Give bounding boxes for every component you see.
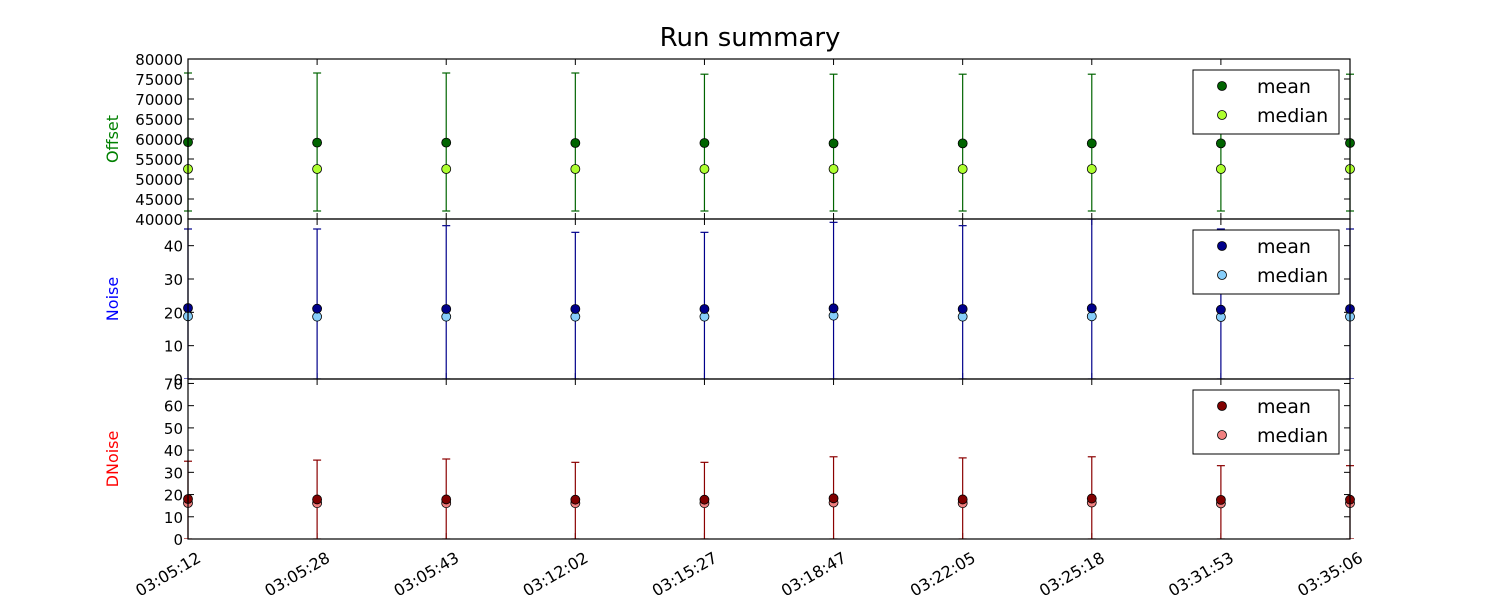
- y-tick-label: 0: [173, 531, 183, 549]
- point-mean: [699, 138, 710, 148]
- y-tick-label: 60000: [135, 131, 183, 149]
- x-tick-label: 03:35:06: [1294, 548, 1366, 600]
- y-tick-label: 70000: [135, 91, 183, 109]
- plot-frame: [187, 218, 1351, 380]
- point-mean: [1086, 138, 1097, 149]
- legend-marker-mean: [1217, 401, 1227, 411]
- x-tick-label: 03:31:53: [1165, 548, 1237, 600]
- point-mean: [570, 304, 581, 314]
- y-tick-label: 30: [164, 271, 183, 289]
- y-tick-label: 20: [164, 304, 183, 322]
- y-tick-label: 50: [164, 420, 183, 438]
- legend-box: [1192, 389, 1340, 455]
- legend-marker-mean: [1217, 81, 1227, 91]
- point-mean: [312, 137, 323, 148]
- x-tick-label: 03:22:05: [907, 548, 979, 600]
- panel-offset: 40000 45000 50000 55000 60000 65000 70000 75000…: [103, 51, 1355, 229]
- point-median: [828, 164, 839, 174]
- point-median: [1215, 164, 1226, 174]
- legend-box: [1192, 229, 1340, 295]
- y-tick-label: 30: [164, 464, 183, 482]
- legend: mean median: [1192, 229, 1340, 295]
- x-tick-label: 03:05:12: [132, 548, 204, 600]
- plot-frame: [187, 58, 1351, 220]
- point-median: [699, 164, 710, 174]
- x-tick-label: 03:05:28: [261, 548, 333, 600]
- point-mean: [828, 138, 839, 149]
- point-mean: [570, 138, 581, 148]
- point-mean: [699, 494, 710, 505]
- y-tick-label: 10: [164, 338, 183, 356]
- y-axis-label: Noise: [103, 277, 122, 321]
- y-tick-label: 45000: [135, 191, 183, 209]
- x-tick-label: 03:25:18: [1036, 548, 1108, 600]
- y-tick-label: 60: [164, 398, 183, 416]
- point-mean: [1086, 303, 1097, 314]
- point-median: [441, 164, 452, 174]
- point-median: [957, 164, 968, 174]
- y-tick-label: 55000: [135, 151, 183, 169]
- legend-marker-mean: [1217, 241, 1227, 251]
- point-mean: [957, 494, 968, 505]
- legend-label-mean: mean: [1257, 76, 1311, 98]
- point-mean: [1215, 304, 1226, 315]
- legend-box: [1192, 69, 1340, 135]
- y-tick-label: 40: [164, 442, 183, 460]
- point-median: [312, 164, 323, 174]
- point-mean: [570, 494, 581, 505]
- y-tick-label: 10: [164, 509, 183, 527]
- point-mean: [441, 304, 452, 314]
- y-tick-label: 40: [164, 238, 183, 256]
- point-mean: [699, 304, 710, 314]
- legend: mean median: [1192, 389, 1340, 455]
- point-mean: [312, 303, 323, 314]
- panel-dnoise: 0 10 20 30 40 50 60 70 DNoise mean median: [103, 375, 1355, 549]
- x-tick-label: 03:18:47: [778, 548, 850, 600]
- point-median: [1086, 164, 1097, 174]
- point-mean: [1086, 493, 1097, 504]
- y-tick-label: 40000: [135, 211, 183, 229]
- plot-area: [183, 456, 1355, 539]
- x-tick-label: 03:15:27: [649, 548, 721, 600]
- point-mean: [312, 494, 323, 505]
- legend: mean median: [1192, 69, 1340, 135]
- y-tick-label: 80000: [135, 51, 183, 69]
- legend-label-mean: mean: [1257, 236, 1311, 258]
- point-mean: [828, 303, 839, 314]
- legend-label-median: median: [1257, 105, 1328, 127]
- point-mean: [1215, 138, 1226, 149]
- x-tick-label: 03:05:43: [390, 548, 462, 600]
- legend-marker-median: [1217, 110, 1227, 120]
- y-axis-label: Offset: [103, 115, 122, 163]
- y-tick-label: 65000: [135, 111, 183, 129]
- y-tick-label: 20: [164, 487, 183, 505]
- point-mean: [957, 304, 968, 314]
- point-mean: [441, 137, 452, 148]
- legend-marker-median: [1217, 270, 1227, 280]
- y-tick-label: 0: [173, 371, 183, 389]
- legend-marker-median: [1217, 430, 1227, 440]
- point-mean: [1215, 494, 1226, 505]
- legend-label-median: median: [1257, 265, 1328, 287]
- point-mean: [441, 494, 452, 505]
- plot-area: [183, 219, 1355, 379]
- point-mean: [957, 138, 968, 149]
- point-median: [570, 164, 581, 174]
- chart-title: Run summary: [660, 23, 841, 53]
- plot-frame: [187, 378, 1351, 540]
- legend-label-median: median: [1257, 425, 1328, 447]
- legend-label-mean: mean: [1257, 396, 1311, 418]
- point-mean: [828, 493, 839, 504]
- y-tick-label: 75000: [135, 71, 183, 89]
- plot-area: [183, 72, 1355, 212]
- y-tick-label: 50000: [135, 171, 183, 189]
- y-axis-label: DNoise: [103, 431, 122, 488]
- y-tick-label: 70: [164, 375, 183, 393]
- panel-noise: 0 10 20 30 40 Noise mean median: [103, 218, 1355, 389]
- x-tick-label: 03:12:02: [520, 548, 592, 600]
